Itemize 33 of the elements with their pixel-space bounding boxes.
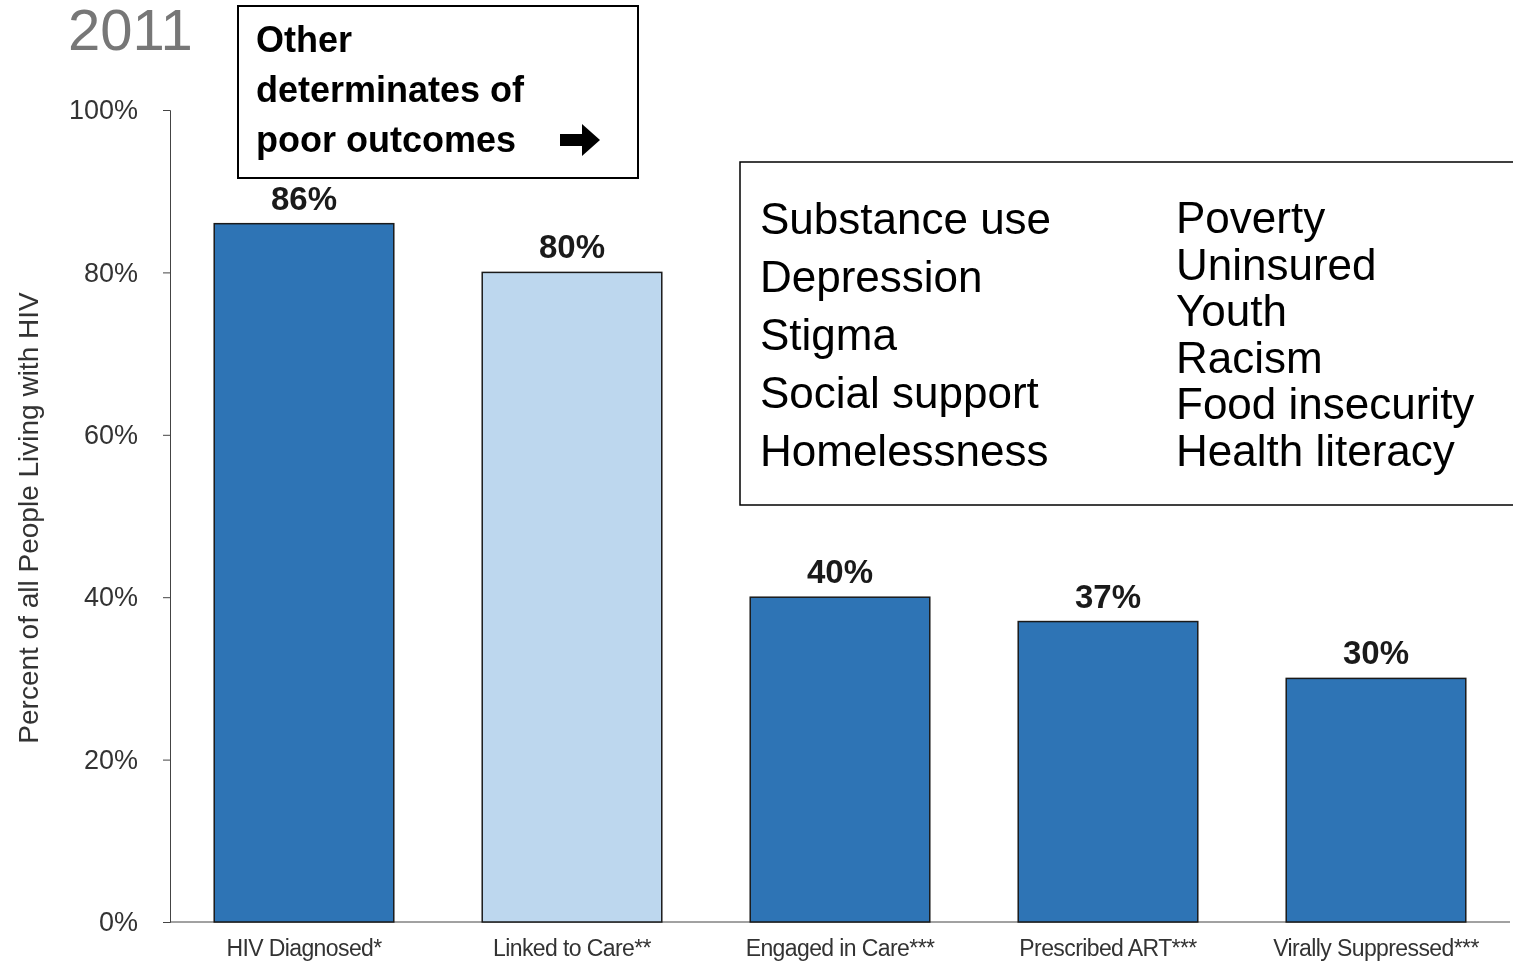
x-tick-label: HIV Diagnosed* bbox=[226, 935, 383, 962]
annotation: Poverty bbox=[1176, 193, 1326, 242]
data-label: 30% bbox=[1342, 634, 1410, 672]
annotation: Substance use bbox=[760, 194, 1052, 243]
annotation: Stigma bbox=[760, 310, 898, 359]
y-tick-label: 20% bbox=[83, 744, 138, 775]
bar bbox=[1017, 620, 1199, 923]
bar bbox=[213, 222, 395, 923]
bar bbox=[481, 271, 663, 923]
data-label: 40% bbox=[806, 553, 874, 591]
annotation: Homelessness bbox=[760, 426, 1049, 475]
data-label: 86% bbox=[270, 179, 338, 217]
bar bbox=[749, 596, 931, 923]
x-tick-label: Engaged in Care*** bbox=[745, 935, 935, 962]
y-tick-label: 60% bbox=[83, 419, 138, 450]
y-tick-label: 80% bbox=[83, 257, 138, 288]
bar bbox=[1285, 677, 1467, 923]
annotation: Depression bbox=[760, 252, 983, 301]
x-tick-label: Linked to Care** bbox=[493, 935, 652, 962]
y-axis-title: Percent of all People Living with HIV bbox=[13, 292, 44, 744]
text: 2011 bbox=[68, 0, 193, 62]
annotation: Other determinates of poor outcomes bbox=[256, 19, 526, 160]
data-label: 80% bbox=[538, 228, 606, 266]
x-tick-label: Virally Suppressed*** bbox=[1273, 935, 1480, 962]
y-tick-label: 40% bbox=[83, 582, 138, 613]
annotation: Social support bbox=[760, 368, 1039, 417]
data-label: 37% bbox=[1074, 577, 1142, 615]
annotation: Youth bbox=[1176, 286, 1287, 335]
annotation: Food insecurity bbox=[1176, 379, 1475, 428]
y-tick-label: 0% bbox=[98, 907, 138, 938]
annotation: Racism bbox=[1176, 332, 1323, 382]
x-tick-label: Prescribed ART*** bbox=[1019, 935, 1198, 962]
y-tick-label: 100% bbox=[68, 95, 138, 126]
